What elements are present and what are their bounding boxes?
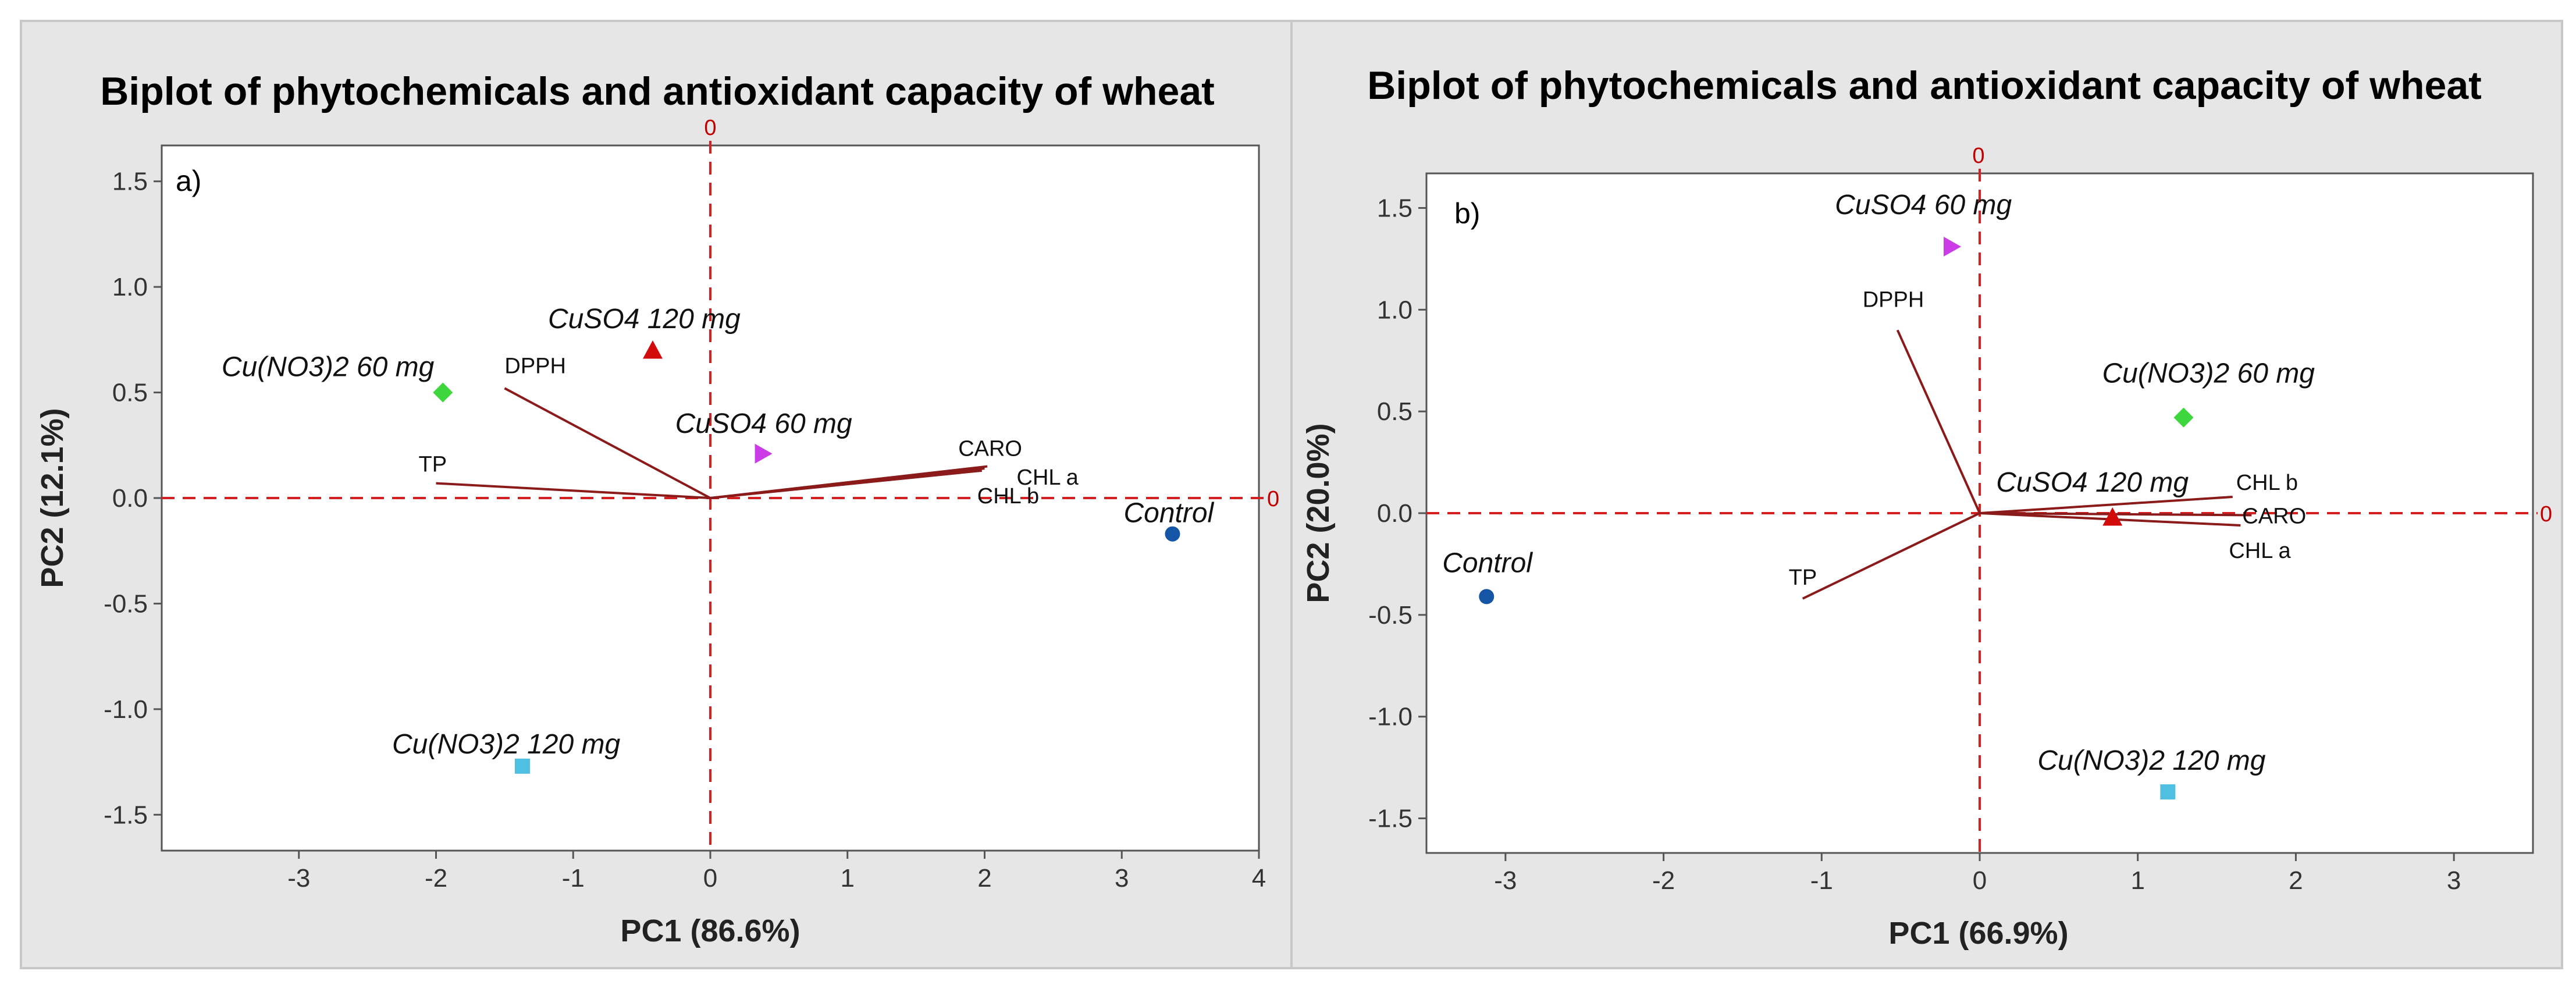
panel-a-vector-label-tp: TP xyxy=(419,453,447,477)
panel-a-y-tick-label: -1.5 xyxy=(104,801,148,829)
panel-a: Biplot of phytochemicals and antioxidant… xyxy=(20,20,1293,969)
panel-b-point-cuso4-120-mg-label: CuSO4 120 mg xyxy=(1996,467,2189,498)
panel-b-score-points: CuSO4 60 mg Cu(NO3)2 60 mg CuSO4 120 mg Con… xyxy=(1442,190,2315,800)
panel-a-vector-tp xyxy=(436,482,711,499)
panel-b-vector-label-tp: TP xyxy=(1789,566,1817,590)
panel-b-point-cuso4-60-mg-label: CuSO4 60 mg xyxy=(1835,190,2012,221)
panel-a-x-tick-label: 2 xyxy=(977,864,991,893)
panel-b-point-control xyxy=(1479,589,1495,605)
panel-b-point-cuso4-120-mg xyxy=(2102,507,2123,526)
panel-b-title: Biplot of phytochemicals and antioxidant… xyxy=(1367,63,2482,108)
panel-b-vector-label-dpph: DPPH xyxy=(1863,287,1924,312)
panel-a-point-cuso4-60-mg xyxy=(755,443,773,464)
panel-a-y-tick-label: 1.0 xyxy=(112,273,148,301)
panel-a-vector-chl-b xyxy=(710,469,982,499)
panel-b-x-tick-label: -2 xyxy=(1652,866,1675,895)
panel-b-y-tick-label: 1.5 xyxy=(1377,194,1412,222)
panel-a-y-tick-label: -0.5 xyxy=(104,589,148,618)
panel-b-y-tick-label: -1.5 xyxy=(1368,805,1412,833)
panel-a-x-tick-label: -1 xyxy=(562,864,585,893)
panel-b-x-tick-label: -3 xyxy=(1494,866,1517,895)
panel-b-label: b) xyxy=(1454,197,1480,230)
panel-a-x-tick-label: 0 xyxy=(703,864,717,893)
panel-a-y-ticks: -1.5 -1.0 -0.5 0.0 0.5 1.0 1.5 xyxy=(104,168,162,829)
panel-b-y-tick-label: -1.0 xyxy=(1368,703,1412,731)
panel-a-score-points: Cu(NO3)2 60 mg CuSO4 120 mg CuSO4 60 mg Con… xyxy=(222,304,1215,774)
panel-b-y-tick-label: 0.5 xyxy=(1377,397,1412,426)
panel-b-point-cuso4-60-mg xyxy=(1944,236,1962,257)
panel-b: Biplot of phytochemicals and antioxidant… xyxy=(1290,20,2563,969)
panel-b-y-tick-label: -0.5 xyxy=(1368,601,1412,630)
panel-a-point-cu-no3-2-120-mg xyxy=(515,758,531,774)
panel-a-point-cuso4-60-mg-label: CuSO4 60 mg xyxy=(675,408,852,439)
panel-b-x-ticks: -3 -2 -1 0 1 2 3 xyxy=(1494,853,2461,895)
panel-b-horizontal-reference-label: 0 xyxy=(2540,502,2552,527)
panel-b-x-tick-label: 1 xyxy=(2130,866,2144,895)
panel-b-y-tick-label: 1.0 xyxy=(1377,296,1412,324)
panel-a-point-cuso4-120-mg-label: CuSO4 120 mg xyxy=(548,304,741,335)
panel-b-vector-tp xyxy=(1802,512,1980,600)
panel-a-x-tick-label: 3 xyxy=(1115,864,1129,893)
panel-b-point-cu-no3-2-120-mg xyxy=(2160,784,2176,800)
panel-b-x-tick-label: 3 xyxy=(2447,866,2461,895)
panel-a-x-axis-label: PC1 (86.6%) xyxy=(620,913,800,948)
panel-a-vector-dpph xyxy=(504,387,711,499)
panel-a-vector-label-chl-b: CHL b xyxy=(977,484,1039,509)
panel-a-y-tick-label: 0.0 xyxy=(112,484,148,513)
panel-b-vector-label-caro: CARO xyxy=(2242,504,2306,528)
panel-a-vector-label-chl-a: CHL a xyxy=(1017,465,1079,490)
panel-a-y-tick-label: 1.5 xyxy=(112,168,148,196)
panel-b-point-cu-no3-2-120-mg-label: Cu(NO3)2 120 mg xyxy=(2037,745,2265,776)
panel-a-x-tick-label: 1 xyxy=(841,864,855,893)
panel-b-vertical-reference-label: 0 xyxy=(1972,144,1984,168)
panel-a-label: a) xyxy=(176,165,201,197)
panel-b-loading-vectors: DPPH TP CHL b CARO CHL a xyxy=(1789,287,2306,600)
panel-b-vector-label-chl-b: CHL b xyxy=(2236,471,2298,495)
panel-b-vector-label-chl-a: CHL a xyxy=(2229,539,2291,563)
panel-b-x-axis-label: PC1 (66.9%) xyxy=(1888,916,2068,951)
panel-a-vertical-reference-label: 0 xyxy=(704,116,716,140)
panel-b-vector-chl-b xyxy=(1979,496,2233,514)
panel-a-vector-label-caro: CARO xyxy=(958,437,1022,461)
panel-b-point-cu-no3-2-60-mg-label: Cu(NO3)2 60 mg xyxy=(2102,358,2315,389)
panel-a-title: Biplot of phytochemicals and antioxidant… xyxy=(100,69,1215,113)
panel-a-y-tick-label: 0.5 xyxy=(112,379,148,407)
panel-a-point-control-label: Control xyxy=(1123,498,1214,529)
panel-a-vector-label-dpph: DPPH xyxy=(504,354,566,378)
panel-a-point-control xyxy=(1165,526,1180,542)
panel-b-x-tick-label: -1 xyxy=(1810,866,1833,895)
panel-b-x-tick-label: 0 xyxy=(1973,866,1987,895)
panel-a-x-ticks: -3 -2 -1 0 1 2 3 4 xyxy=(287,851,1266,893)
panel-a-point-cu-no3-2-60-mg-label: Cu(NO3)2 60 mg xyxy=(222,352,435,383)
panel-a-point-cu-no3-2-60-mg xyxy=(433,382,453,403)
panel-a-horizontal-reference-label: 0 xyxy=(1267,487,1279,511)
panel-a-x-tick-label: -3 xyxy=(287,864,310,893)
panel-b-y-ticks: -1.5 -1.0 -0.5 0.0 0.5 1.0 1.5 xyxy=(1368,194,1426,833)
panel-b-x-tick-label: 2 xyxy=(2289,866,2303,895)
panel-b-y-tick-label: 0.0 xyxy=(1377,499,1412,528)
panel-a-y-tick-label: -1.0 xyxy=(104,695,148,724)
panel-a-x-tick-label: 4 xyxy=(1252,864,1266,893)
panel-b-point-control-label: Control xyxy=(1442,547,1533,578)
panel-a-y-axis-label: PC2 (12.1%) xyxy=(35,408,70,588)
panel-a-point-cuso4-120-mg xyxy=(642,340,663,359)
panel-a-point-cu-no3-2-120-mg-label: Cu(NO3)2 120 mg xyxy=(392,729,620,760)
panel-b-point-cu-no3-2-60-mg xyxy=(2173,407,2194,428)
panel-a-x-tick-label: -2 xyxy=(425,864,447,893)
panel-b-vector-dpph xyxy=(1896,329,1981,514)
panel-b-y-axis-label: PC2 (20.0%) xyxy=(1301,423,1336,603)
